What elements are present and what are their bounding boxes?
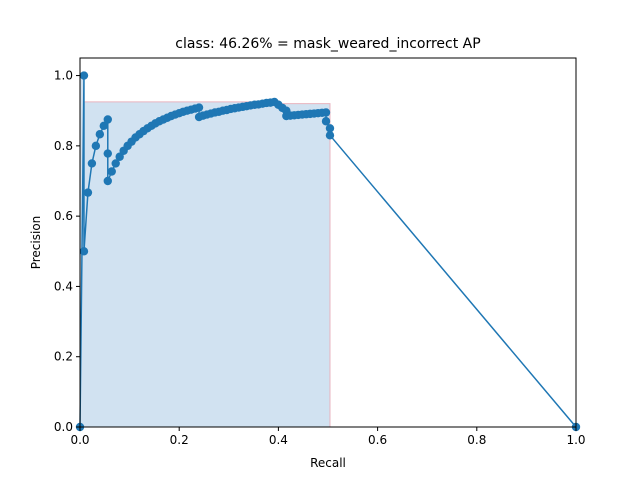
data-point: [103, 115, 112, 124]
data-point: [111, 159, 120, 168]
data-point: [321, 108, 331, 117]
data-point: [79, 247, 89, 256]
data-point: [325, 124, 335, 133]
data-point: [103, 176, 112, 186]
y-tick-label: 0.6: [54, 209, 73, 223]
data-point: [87, 159, 97, 168]
data-point: [194, 103, 204, 112]
data-point: [103, 149, 112, 158]
x-tick-label: 1.0: [566, 433, 585, 447]
x-tick-label: 0.0: [70, 433, 89, 447]
y-axis: 0.0 0.2 0.4 0.6 0.8 1.0: [54, 69, 80, 434]
data-point: [79, 71, 89, 80]
x-tick-label: 0.2: [170, 433, 189, 447]
y-axis-label: Precision: [29, 216, 43, 270]
ap-area-fill: [80, 75, 330, 428]
ap-area-layer: [80, 75, 331, 428]
chart-title: class: 46.26% = mask_weared_incorrect AP: [175, 36, 480, 52]
data-point: [321, 117, 331, 126]
data-point: [95, 130, 105, 139]
x-axis-label: Recall: [310, 456, 346, 470]
x-axis: 0.0 0.2 0.4 0.6 0.8 1.0: [70, 427, 586, 447]
y-tick-label: 0.4: [54, 279, 73, 293]
x-tick-label: 0.6: [368, 433, 387, 447]
data-point: [107, 167, 116, 176]
data-point: [83, 188, 93, 197]
y-tick-label: 0.8: [54, 139, 73, 153]
data-point: [325, 131, 335, 140]
y-tick-label: 1.0: [54, 69, 73, 83]
series-layer: [75, 71, 581, 432]
plot-frame: [79, 57, 577, 428]
data-point: [115, 152, 124, 161]
x-tick-label: 0.8: [467, 433, 486, 447]
y-tick-label: 0.2: [54, 350, 73, 364]
x-tick-label: 0.4: [269, 433, 288, 447]
data-point: [99, 121, 109, 131]
data-point: [91, 141, 101, 151]
y-tick-label: 0.0: [54, 420, 73, 434]
